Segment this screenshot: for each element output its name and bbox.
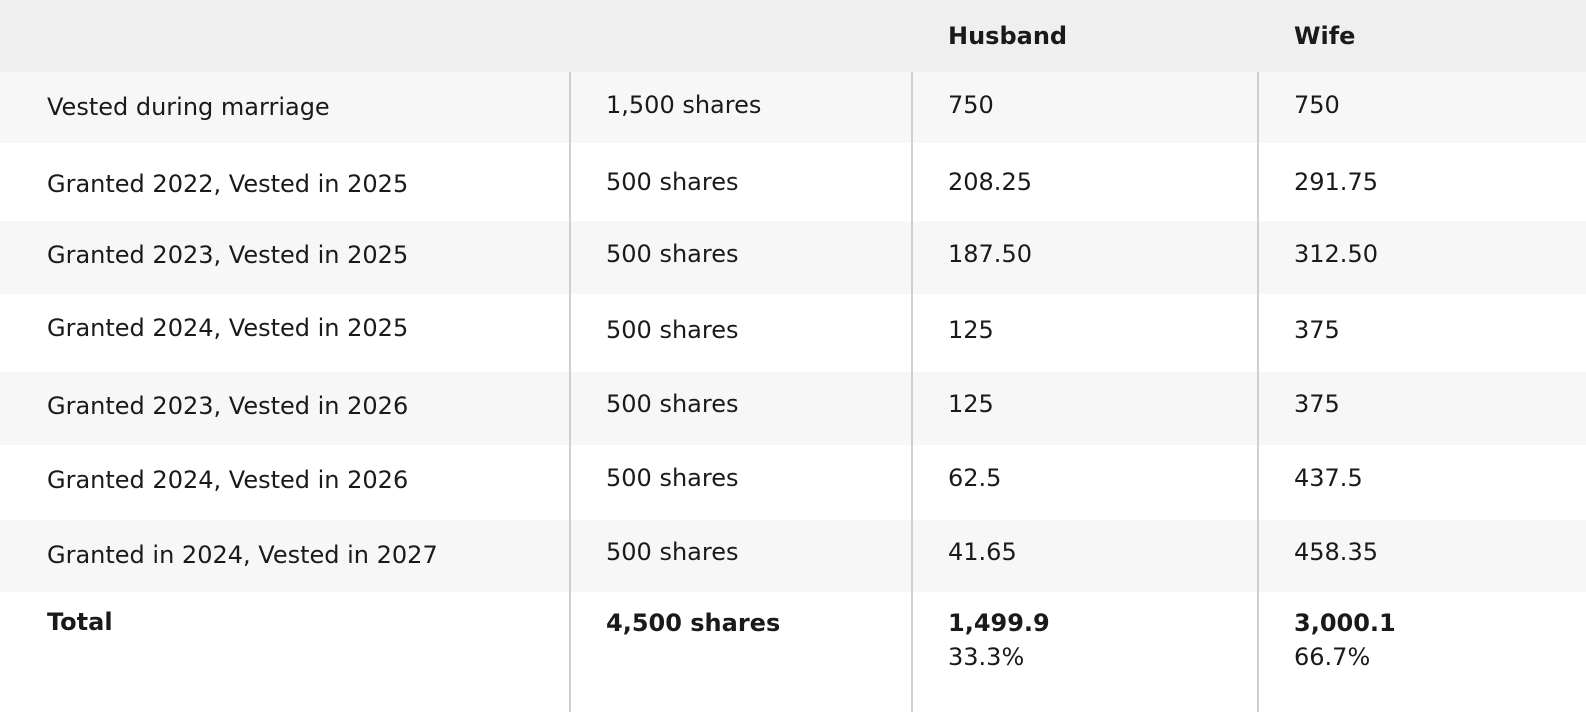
row-shares: 500 shares — [606, 316, 739, 344]
column-divider — [569, 72, 571, 712]
row-label: Granted 2024, Vested in 2026 — [47, 466, 409, 494]
table-row: Granted in 2024, Vested in 2027 500 shar… — [0, 520, 1586, 592]
row-wife: 312.50 — [1294, 240, 1378, 268]
header-husband: Husband — [948, 22, 1068, 50]
total-label: Total — [47, 608, 113, 636]
row-label: Vested during marriage — [47, 93, 330, 121]
table-row: Granted 2022, Vested in 2025 500 shares … — [0, 143, 1586, 221]
total-shares: 4,500 shares — [606, 609, 781, 637]
header-wife: Wife — [1294, 22, 1356, 50]
row-shares: 500 shares — [606, 538, 739, 566]
row-husband: 125 — [948, 390, 994, 418]
total-husband-cell: 1,499.9 33.3% — [948, 607, 1050, 673]
table-header-row: Husband Wife — [0, 0, 1586, 72]
row-shares: 500 shares — [606, 390, 739, 418]
row-husband: 41.65 — [948, 538, 1017, 566]
table-row: Granted 2024, Vested in 2026 500 shares … — [0, 445, 1586, 520]
row-label: Granted 2024, Vested in 2025 — [47, 314, 409, 342]
row-label: Granted 2022, Vested in 2025 — [47, 170, 409, 198]
row-wife: 437.5 — [1294, 464, 1363, 492]
total-husband-percent: 33.3% — [948, 643, 1025, 671]
column-divider — [1257, 72, 1259, 712]
row-husband: 208.25 — [948, 168, 1032, 196]
table-row: Vested during marriage 1,500 shares 750 … — [0, 72, 1586, 143]
row-shares: 500 shares — [606, 240, 739, 268]
row-wife: 458.35 — [1294, 538, 1378, 566]
row-label: Granted 2023, Vested in 2025 — [47, 241, 409, 269]
row-wife: 750 — [1294, 91, 1340, 119]
row-husband: 750 — [948, 91, 994, 119]
column-divider — [911, 72, 913, 712]
row-label: Granted in 2024, Vested in 2027 — [47, 541, 438, 569]
total-row: Total 4,500 shares 1,499.9 33.3% 3,000.1… — [0, 592, 1586, 712]
row-shares: 1,500 shares — [606, 91, 762, 119]
table-row: Granted 2024, Vested in 2025 500 shares … — [0, 294, 1586, 372]
row-shares: 500 shares — [606, 168, 739, 196]
row-husband: 62.5 — [948, 464, 1002, 492]
total-husband-value: 1,499.9 — [948, 609, 1050, 637]
row-husband: 187.50 — [948, 240, 1032, 268]
row-husband: 125 — [948, 316, 994, 344]
table-row: Granted 2023, Vested in 2025 500 shares … — [0, 221, 1586, 294]
row-wife: 375 — [1294, 390, 1340, 418]
row-shares: 500 shares — [606, 464, 739, 492]
total-wife-value: 3,000.1 — [1294, 609, 1396, 637]
table-row: Granted 2023, Vested in 2026 500 shares … — [0, 372, 1586, 445]
row-wife: 291.75 — [1294, 168, 1378, 196]
total-wife-cell: 3,000.1 66.7% — [1294, 607, 1396, 673]
total-wife-percent: 66.7% — [1294, 643, 1371, 671]
row-label: Granted 2023, Vested in 2026 — [47, 392, 409, 420]
row-wife: 375 — [1294, 316, 1340, 344]
